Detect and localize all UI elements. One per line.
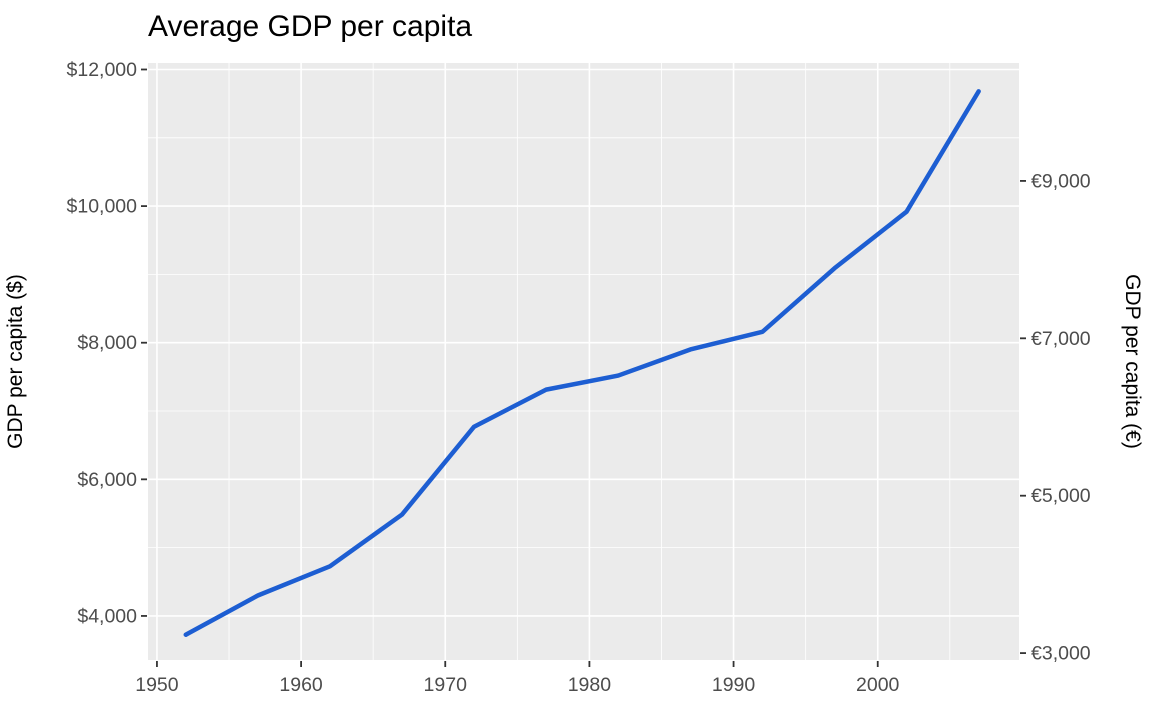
right-axis-tick-label: €3,000 (1031, 643, 1091, 665)
x-axis-tick-label: 1980 (568, 674, 612, 696)
x-axis-tick-label: 1960 (279, 674, 323, 696)
left-axis-tick-label: $12,000 (67, 59, 138, 81)
left-axis-tick-label: $10,000 (67, 196, 138, 218)
x-axis-tick-label: 1970 (424, 674, 468, 696)
left-axis-tick-label: $4,000 (77, 605, 137, 627)
right-axis-title: GDP per capita (€) (1121, 274, 1144, 449)
chart-title: Average GDP per capita (148, 10, 472, 43)
right-axis-tick-label: €7,000 (1031, 328, 1091, 350)
x-axis-tick-label: 1990 (712, 674, 756, 696)
right-axis-tick-label: €9,000 (1031, 170, 1091, 192)
plot-panel (148, 63, 1019, 660)
left-axis-tick-label: $6,000 (77, 469, 137, 491)
minor-gridlines (148, 63, 1019, 660)
x-axis-tick-label: 2000 (856, 674, 900, 696)
major-gridlines (148, 63, 1019, 660)
data-line-layer (183, 89, 981, 637)
gdp-data-line (183, 89, 981, 637)
panel-background (148, 63, 1019, 660)
right-axis-tick-label: €5,000 (1031, 485, 1091, 507)
left-axis-title: GDP per capita ($) (4, 274, 27, 449)
left-axis-tick-label: $8,000 (77, 332, 137, 354)
axes-layer: 1950 1960 1970 1980 1990 2000 $4,000 $6,000 $8,0… (67, 59, 1091, 696)
x-axis-tick-label: 1950 (135, 674, 179, 696)
